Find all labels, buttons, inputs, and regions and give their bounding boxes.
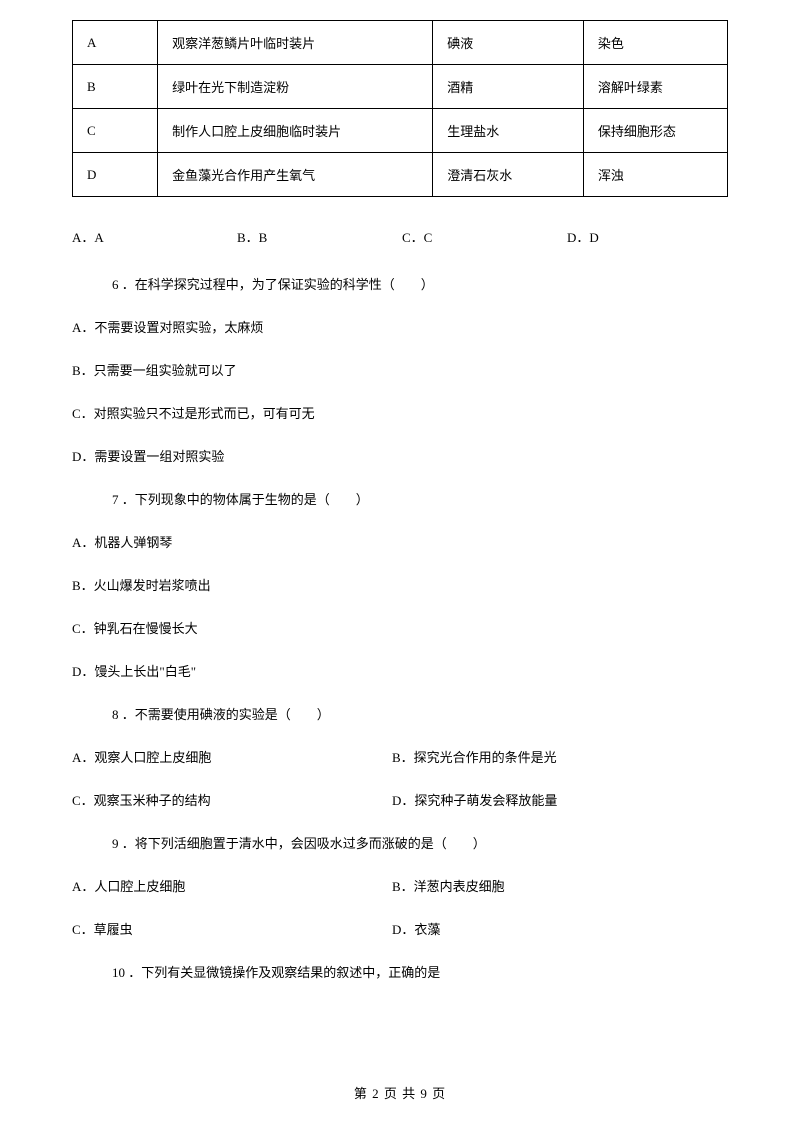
q9-option-a: A．人口腔上皮细胞 xyxy=(72,876,392,895)
page-footer: 第 2 页 共 9 页 xyxy=(0,1083,800,1102)
cell-reagent: 澄清石灰水 xyxy=(433,153,584,197)
q7-option-c: C．钟乳石在慢慢长大 xyxy=(72,618,728,637)
q8-option-a: A．观察人口腔上皮细胞 xyxy=(72,747,392,766)
q6-option-a: A．不需要设置对照实验，太麻烦 xyxy=(72,317,728,336)
q9-option-d: D．衣藻 xyxy=(392,919,728,938)
q9-option-c: C．草履虫 xyxy=(72,919,392,938)
q7-option-b: B．火山爆发时岩浆喷出 xyxy=(72,575,728,594)
table-row: D 金鱼藻光合作用产生氧气 澄清石灰水 浑浊 xyxy=(73,153,728,197)
cell-experiment: 金鱼藻光合作用产生氧气 xyxy=(158,153,433,197)
table-row: C 制作人口腔上皮细胞临时装片 生理盐水 保持细胞形态 xyxy=(73,109,728,153)
experiment-table: A 观察洋葱鳞片叶临时装片 碘液 染色 B 绿叶在光下制造淀粉 酒精 溶解叶绿素… xyxy=(72,20,728,197)
table-row: B 绿叶在光下制造淀粉 酒精 溶解叶绿素 xyxy=(73,65,728,109)
cell-reagent: 酒精 xyxy=(433,65,584,109)
cell-experiment: 制作人口腔上皮细胞临时装片 xyxy=(158,109,433,153)
option-b: B．B xyxy=(237,227,402,246)
q9-option-b: B．洋葱内表皮细胞 xyxy=(392,876,728,895)
q8-stem: 8 ．不需要使用碘液的实验是（ ） xyxy=(72,704,728,723)
cell-reagent: 生理盐水 xyxy=(433,109,584,153)
cell-result: 染色 xyxy=(583,21,727,65)
q10-stem: 10 ．下列有关显微镜操作及观察结果的叙述中，正确的是 xyxy=(72,962,728,981)
q8-option-d: D．探究种子萌发会释放能量 xyxy=(392,790,728,809)
q8-option-c: C．观察玉米种子的结构 xyxy=(72,790,392,809)
q6-option-b: B．只需要一组实验就可以了 xyxy=(72,360,728,379)
q9-stem: 9 ．将下列活细胞置于清水中，会因吸水过多而涨破的是（ ） xyxy=(72,833,728,852)
cell-option: B xyxy=(73,65,158,109)
cell-experiment: 观察洋葱鳞片叶临时装片 xyxy=(158,21,433,65)
cell-option: D xyxy=(73,153,158,197)
cell-result: 溶解叶绿素 xyxy=(583,65,727,109)
q7-option-a: A．机器人弹钢琴 xyxy=(72,532,728,551)
cell-option: A xyxy=(73,21,158,65)
q7-stem: 7 ．下列现象中的物体属于生物的是（ ） xyxy=(72,489,728,508)
q6-option-d: D．需要设置一组对照实验 xyxy=(72,446,728,465)
q8-row2: C．观察玉米种子的结构 D．探究种子萌发会释放能量 xyxy=(72,790,728,809)
cell-reagent: 碘液 xyxy=(433,21,584,65)
q8-option-b: B．探究光合作用的条件是光 xyxy=(392,747,728,766)
q7-option-d: D．馒头上长出"白毛" xyxy=(72,661,728,680)
q6-option-c: C．对照实验只不过是形式而已，可有可无 xyxy=(72,403,728,422)
option-a: A．A xyxy=(72,227,237,246)
cell-experiment: 绿叶在光下制造淀粉 xyxy=(158,65,433,109)
q9-row1: A．人口腔上皮细胞 B．洋葱内表皮细胞 xyxy=(72,876,728,895)
table-row: A 观察洋葱鳞片叶临时装片 碘液 染色 xyxy=(73,21,728,65)
q5-options: A．A B．B C．C D．D xyxy=(72,227,728,246)
cell-result: 保持细胞形态 xyxy=(583,109,727,153)
q9-row2: C．草履虫 D．衣藻 xyxy=(72,919,728,938)
q6-stem: 6 ．在科学探究过程中，为了保证实验的科学性（ ） xyxy=(72,274,728,293)
cell-result: 浑浊 xyxy=(583,153,727,197)
q8-row1: A．观察人口腔上皮细胞 B．探究光合作用的条件是光 xyxy=(72,747,728,766)
option-d: D．D xyxy=(567,227,667,246)
option-c: C．C xyxy=(402,227,567,246)
cell-option: C xyxy=(73,109,158,153)
